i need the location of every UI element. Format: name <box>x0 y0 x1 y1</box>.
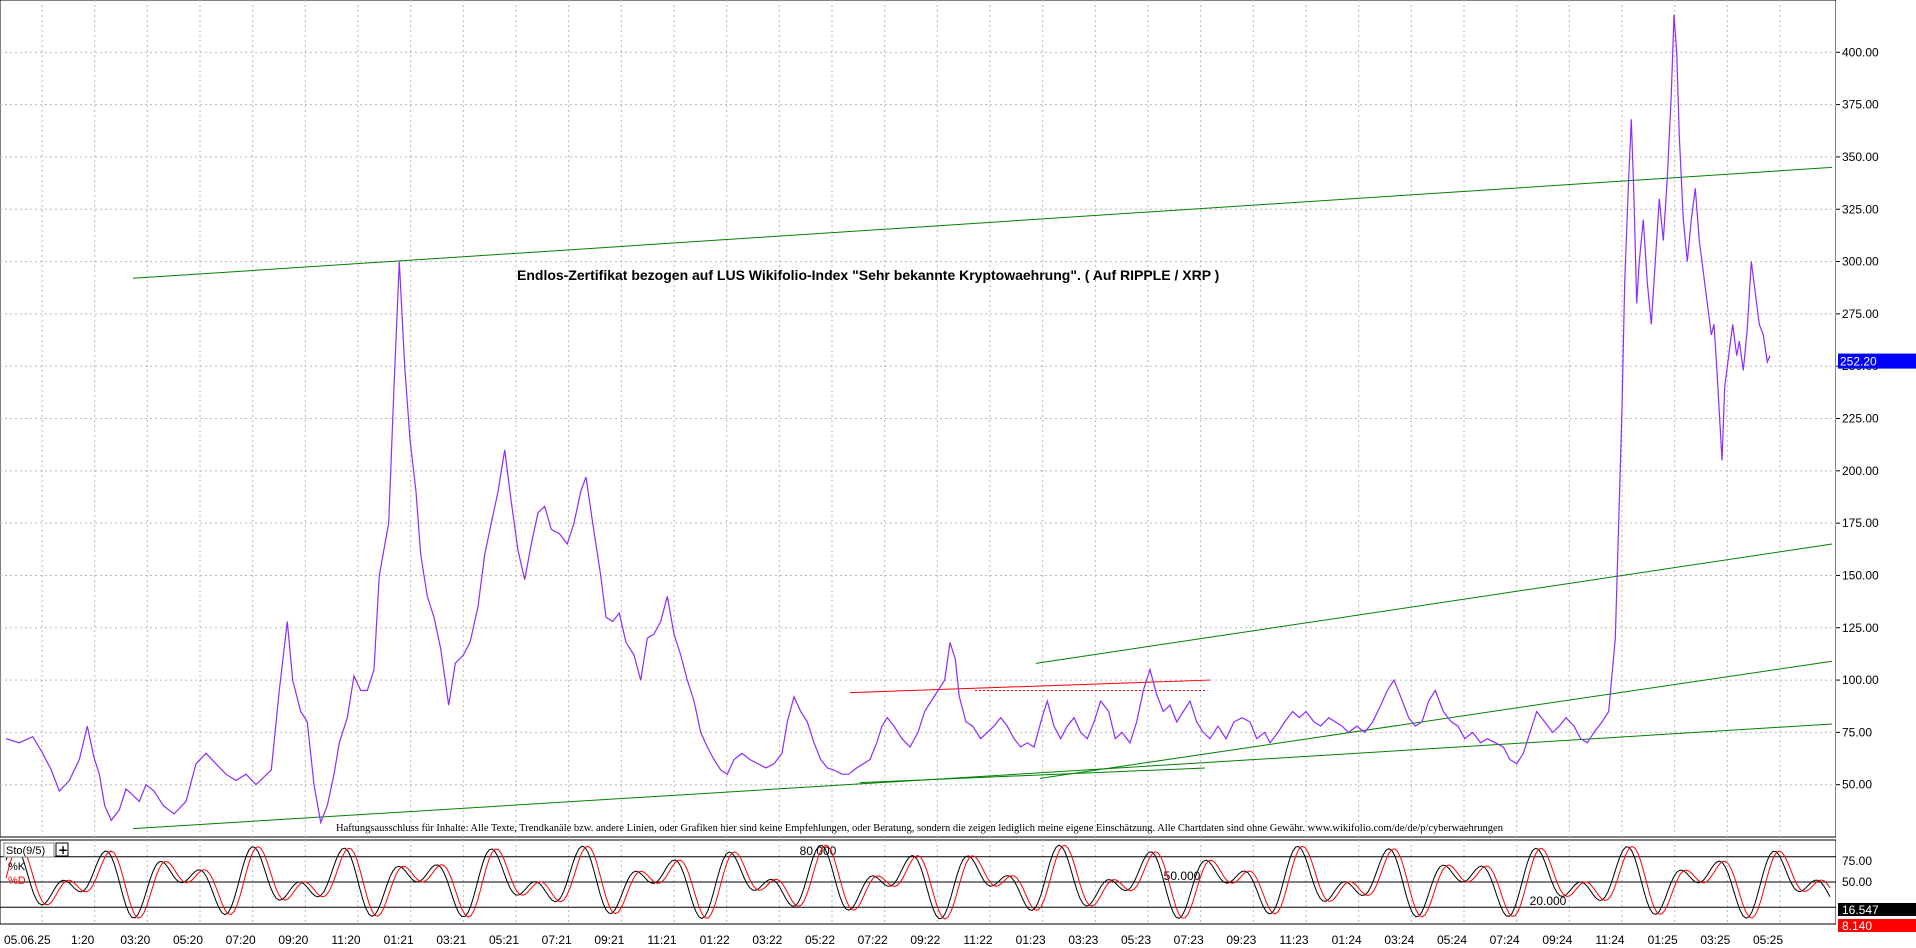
y-tick-label: 300.00 <box>1842 255 1879 269</box>
x-tick-label: 11:24 <box>1595 933 1624 947</box>
y-tick-label: 125.00 <box>1842 621 1879 635</box>
x-tick-label: 03:20 <box>120 933 150 947</box>
x-tick-label: 03:21 <box>436 933 466 947</box>
upper-channel-line <box>132 166 1833 279</box>
y-tick-label: 150.00 <box>1842 568 1879 582</box>
y-tick-label: 75.00 <box>1842 725 1872 739</box>
x-tick-label: 07:24 <box>1490 933 1520 947</box>
y-tick-label: 375.00 <box>1842 98 1879 112</box>
x-tick-label: 05:20 <box>173 933 203 947</box>
price-axis-area <box>1836 0 1916 948</box>
oscillator-header: Sto(9/5) + %K %D <box>3 842 69 887</box>
x-tick-label: 09:24 <box>1542 933 1572 947</box>
x-tick-label: 05:22 <box>805 933 835 947</box>
x-tick-label: 09:22 <box>910 933 940 947</box>
x-tick-label: 05.06.25 <box>4 933 51 947</box>
x-tick-label: 03:23 <box>1068 933 1098 947</box>
x-tick-label: 11:22 <box>963 933 992 947</box>
last-value-marker: 252.20 <box>1838 353 1916 369</box>
x-tick-label: 07:22 <box>858 933 888 947</box>
resistance-line <box>849 679 1211 694</box>
x-tick-label: 01:22 <box>700 933 730 947</box>
y-tick-label: 400.00 <box>1842 45 1879 59</box>
x-tick-label: 07:23 <box>1174 933 1204 947</box>
d-label: %D <box>8 875 26 887</box>
oscillator-name: Sto(9/5) <box>6 845 45 857</box>
y-tick-label: 200.00 <box>1842 464 1879 478</box>
oscillator-level-label: 50.000 <box>1164 869 1201 883</box>
trend-lines <box>132 166 1833 830</box>
k-value: 16.547 <box>1842 903 1879 917</box>
x-tick-label: 11:20 <box>331 933 360 947</box>
y-tick-label: 175.00 <box>1842 516 1879 530</box>
oscillator-y-tick: 50.00 <box>1842 875 1872 889</box>
d-value-box <box>1838 919 1916 932</box>
y-tick-label: 225.00 <box>1842 412 1879 426</box>
x-tick-label: 01:23 <box>1016 933 1046 947</box>
y-tick-label: 275.00 <box>1842 307 1879 321</box>
x-tick-label: 11:23 <box>1279 933 1308 947</box>
x-axis: 05.06.25 1:20 03:20 05:20 07:20 09:20 11:20 01:… <box>4 933 1783 947</box>
price-line <box>5 14 1771 825</box>
x-tick-label: 09:20 <box>278 933 308 947</box>
y-axis: 50.00 75.00 100.00 125.00 150.00 175.00 200.00… <box>1836 45 1879 792</box>
x-tick-label: 05:21 <box>489 933 519 947</box>
lower-channel-line <box>132 723 1833 830</box>
last-value-label: 252.20 <box>1840 355 1877 369</box>
d-value: 8.140 <box>1842 919 1872 933</box>
y-tick-label: 100.00 <box>1842 673 1879 687</box>
support-line <box>1039 660 1833 779</box>
mid-channel-line <box>1035 543 1833 664</box>
plus-icon: + <box>58 843 68 857</box>
x-tick-label: 01:24 <box>1332 933 1362 947</box>
y-tick-label: 325.00 <box>1842 202 1879 216</box>
k-value-box <box>1838 903 1916 916</box>
x-tick-label: 1:20 <box>71 933 95 947</box>
y-tick-label: 350.00 <box>1842 150 1879 164</box>
x-tick-label: 09:21 <box>594 933 624 947</box>
y-tick-label: 50.00 <box>1842 778 1872 792</box>
x-tick-label: 07:21 <box>542 933 572 947</box>
disclaimer-text: Haftungsausschluss für Inhalte: Alle Tex… <box>336 823 1504 834</box>
x-tick-label: 09:23 <box>1226 933 1256 947</box>
oscillator-y-tick: 75.00 <box>1842 854 1872 868</box>
x-tick-label: 11:21 <box>647 933 676 947</box>
oscillator-level-label: 20.000 <box>1530 894 1567 908</box>
x-tick-label: 05:23 <box>1121 933 1151 947</box>
x-tick-label: 03:22 <box>752 933 782 947</box>
minor-support-line <box>859 767 1206 784</box>
chart-title: Endlos-Zertifikat bezogen auf LUS Wikifo… <box>517 267 1219 283</box>
d-line <box>5 844 1831 920</box>
expand-button[interactable] <box>55 842 69 857</box>
k-line <box>5 844 1831 920</box>
x-tick-label: 01:21 <box>384 933 414 947</box>
x-tick-label: 01:25 <box>1648 933 1678 947</box>
x-tick-label: 03:25 <box>1700 933 1730 947</box>
x-tick-label: 07:20 <box>226 933 256 947</box>
x-tick-label: 03:24 <box>1384 933 1414 947</box>
k-label: %K <box>8 861 26 873</box>
x-tick-label: 05:24 <box>1437 933 1467 947</box>
x-tick-label: 05:25 <box>1753 933 1783 947</box>
price-series <box>5 14 1771 825</box>
